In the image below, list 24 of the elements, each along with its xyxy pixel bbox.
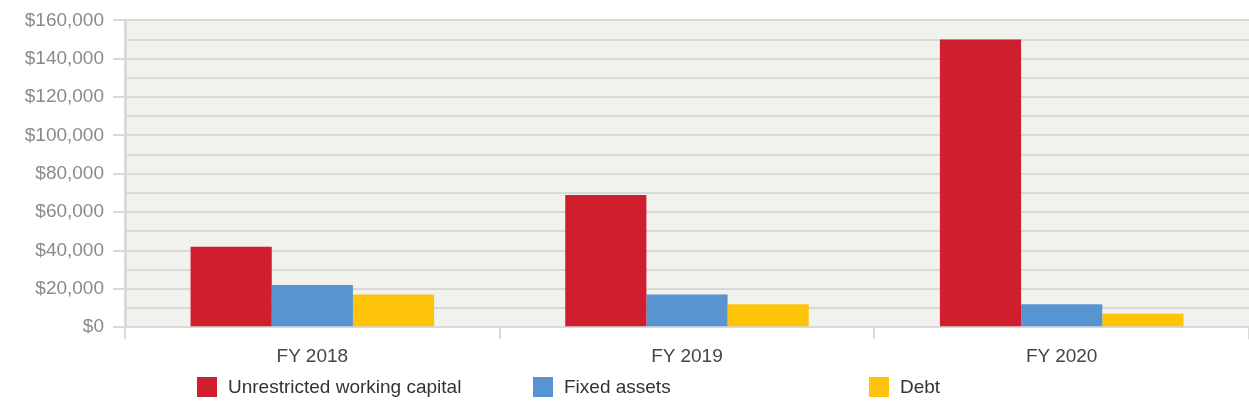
y-tick-label: $80,000 — [35, 162, 104, 184]
y-tick-label: $160,000 — [24, 8, 104, 30]
bar — [727, 304, 809, 327]
legend-label: Unrestricted working capital — [228, 376, 462, 398]
y-tick-label: $120,000 — [24, 85, 104, 107]
bar — [939, 39, 1022, 327]
x-tick-label: FY 2020 — [1025, 344, 1098, 366]
bar — [646, 294, 728, 327]
y-tick-label: $140,000 — [24, 46, 104, 68]
y-tick-label: $20,000 — [35, 277, 104, 299]
y-tick-label: $60,000 — [35, 200, 104, 222]
bar — [352, 294, 435, 327]
y-tick-label: $100,000 — [24, 123, 104, 145]
bar — [271, 285, 353, 327]
y-tick-label: $40,000 — [35, 238, 104, 260]
y-tick-label: $0 — [82, 315, 104, 337]
bar — [190, 246, 272, 327]
legend-label: Debt — [900, 376, 941, 398]
bar — [565, 194, 647, 327]
x-tick-label: FY 2018 — [276, 344, 349, 366]
legend-label: Fixed assets — [564, 376, 671, 398]
x-tick-label: FY 2019 — [651, 344, 723, 366]
bar — [1021, 304, 1103, 327]
bar — [1102, 313, 1184, 327]
